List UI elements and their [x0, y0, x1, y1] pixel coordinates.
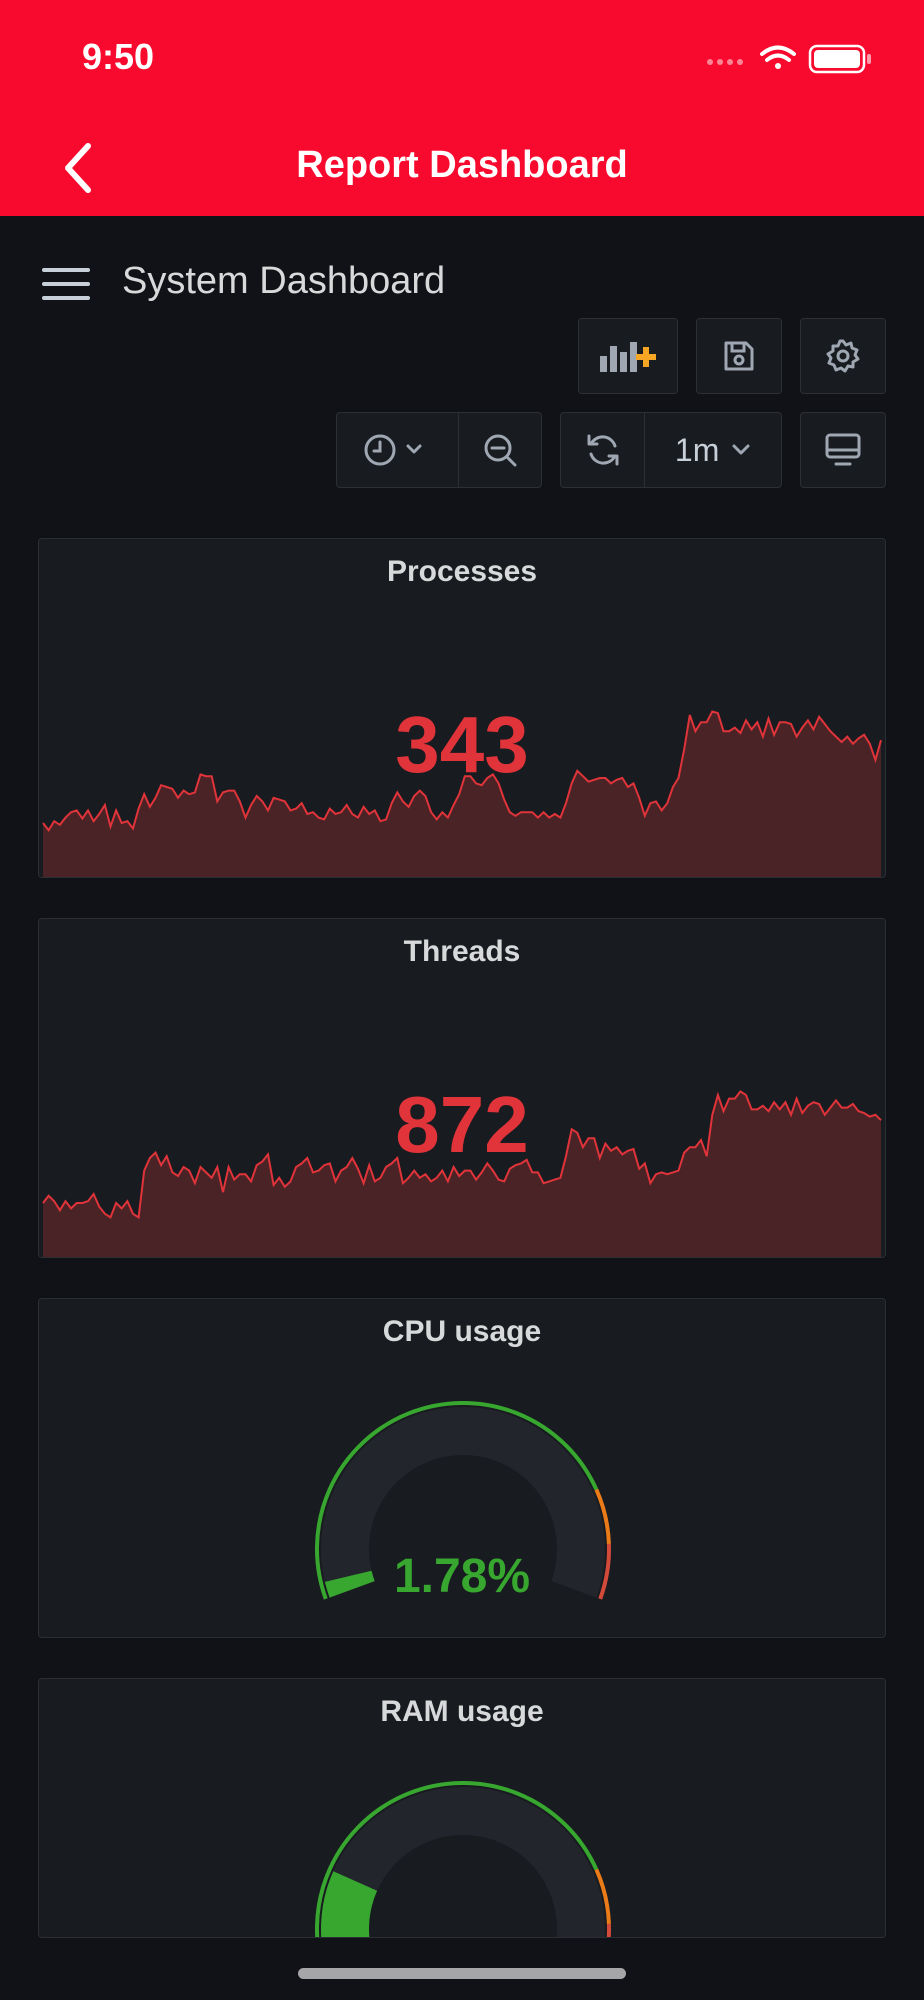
wifi-icon [760, 45, 796, 69]
panel-title: CPU usage [382, 1315, 542, 1348]
processes-sparkline [42, 710, 882, 877]
monitor-icon [825, 433, 861, 466]
processes-panel[interactable]: Processes 343 [38, 538, 886, 878]
gauge-track [321, 1407, 605, 1598]
save-icon [724, 341, 754, 371]
status-time: 9:50 [82, 36, 155, 77]
time-range-group [336, 412, 542, 488]
add-panel-icon [600, 342, 656, 372]
add-panel-button[interactable] [578, 318, 678, 394]
refresh-group: 1m [560, 412, 782, 488]
refresh-interval-value: 1m [674, 431, 720, 468]
panel-title: Threads [403, 935, 521, 968]
zoom-out-icon [484, 434, 517, 467]
threads-sparkline [42, 1090, 882, 1257]
refresh-button[interactable] [561, 413, 644, 487]
dashboard-title: System Dashboard [122, 260, 446, 302]
system-icons [702, 42, 882, 74]
threshold-green [314, 1780, 599, 1937]
battery-icon [808, 44, 871, 74]
gauge-value: 1.78% [393, 1550, 531, 1603]
gauge-value-arc [321, 1871, 378, 1937]
stat-value: 872 [395, 1080, 529, 1169]
chevron-left-icon [65, 143, 91, 193]
gauge-track [321, 1787, 605, 1937]
cellular-signal-icon [707, 59, 743, 65]
dashboard-content: System Dashboard [0, 216, 924, 1938]
back-button[interactable] [56, 138, 106, 198]
cpu-gauge [314, 1400, 611, 1600]
page-title: Report Dashboard [296, 144, 628, 186]
clock-icon [364, 434, 422, 466]
refresh-icon [587, 434, 619, 466]
hamburger-menu-icon [42, 268, 90, 300]
threads-panel[interactable]: Threads 872 [38, 918, 886, 1258]
ram-usage-panel[interactable]: RAM usage [38, 1678, 886, 1938]
cpu-usage-panel[interactable]: CPU usage 1.78% [38, 1298, 886, 1638]
gauge-value-arc [324, 1570, 375, 1598]
refresh-interval-picker[interactable]: 1m [644, 413, 781, 487]
threshold-orange [594, 1488, 611, 1544]
sparkline-area [43, 711, 881, 877]
chevron-down-icon [732, 444, 750, 455]
stat-value: 343 [395, 700, 529, 789]
panel-title: Processes [386, 555, 538, 588]
status-bar: 9:50 [0, 0, 924, 120]
threshold-red [598, 1543, 611, 1600]
tv-mode-button[interactable] [800, 412, 886, 488]
panel-title: RAM usage [380, 1695, 544, 1728]
save-dashboard-button[interactable] [696, 318, 782, 394]
sparkline-line [42, 1090, 882, 1220]
gear-icon [826, 339, 860, 373]
ram-gauge [314, 1780, 611, 1937]
menu-button[interactable] [42, 266, 90, 302]
home-indicator [298, 1968, 626, 1979]
threshold-orange [594, 1868, 611, 1924]
threshold-green [314, 1400, 599, 1600]
threshold-red [606, 1923, 611, 1937]
sparkline-line [42, 710, 882, 832]
time-picker-button[interactable] [337, 413, 458, 487]
dashboard-settings-button[interactable] [800, 318, 886, 394]
navigation-bar: Report Dashboard [0, 120, 924, 216]
zoom-out-button[interactable] [457, 413, 541, 487]
